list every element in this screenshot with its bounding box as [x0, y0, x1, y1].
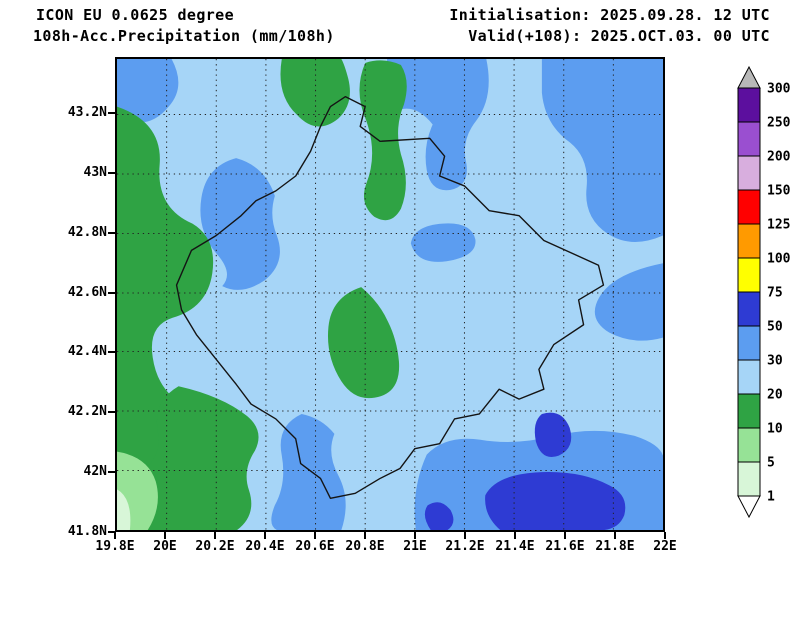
y-axis-label: 42.8N — [67, 225, 107, 240]
grid-lines — [117, 59, 663, 530]
colorbar-level-label: 100 — [767, 252, 791, 267]
y-axis-tick — [108, 112, 115, 114]
x-axis-label: 19.8E — [95, 539, 135, 554]
valid-time: Valid(+108): 2025.OCT.03. 00 UTC — [468, 27, 770, 45]
colorbar-segment — [737, 121, 761, 157]
x-axis-label: 20.2E — [195, 539, 235, 554]
colorbar-segment — [737, 291, 761, 327]
color-scale-legend: 300 250 200 150 125 100 75 50 30 20 10 5 1 — [737, 65, 800, 521]
y-axis-label: 43N — [83, 165, 107, 180]
x-axis-tick — [414, 532, 416, 539]
colorbar-level-label: 10 — [767, 422, 783, 437]
x-axis-tick — [664, 532, 666, 539]
colorbar-level-label: 20 — [767, 388, 783, 403]
x-axis-tick — [114, 532, 116, 539]
map-plot-area — [115, 57, 665, 532]
colorbar-segment — [737, 427, 761, 463]
colorbar-level-label: 5 — [767, 456, 775, 471]
x-axis-label: 20.6E — [295, 539, 335, 554]
colorbar-segment — [737, 325, 761, 361]
colorbar-underflow-triangle — [737, 495, 761, 519]
x-axis-label: 21.8E — [595, 539, 635, 554]
x-axis-tick — [164, 532, 166, 539]
colorbar-segment — [737, 359, 761, 395]
x-axis-label: 21.6E — [545, 539, 585, 554]
colorbar-overflow-triangle — [737, 65, 761, 89]
colorbar-svg: 300 250 200 150 125 100 75 50 30 20 10 5 1 — [737, 65, 791, 519]
x-axis-tick — [314, 532, 316, 539]
x-axis-label: 20E — [153, 539, 177, 554]
precipitation-map — [117, 59, 663, 530]
precip-royal-blue-regions — [424, 412, 626, 530]
x-axis-label: 21E — [403, 539, 427, 554]
y-axis-label: 43.2N — [67, 105, 107, 120]
x-axis-label: 22E — [653, 539, 677, 554]
x-axis-tick — [264, 532, 266, 539]
initialisation-time: Initialisation: 2025.09.28. 12 UTC — [449, 6, 770, 24]
colorbar-level-label: 1 — [767, 490, 775, 505]
y-axis-tick — [108, 471, 115, 473]
colorbar-level-label: 150 — [767, 184, 791, 199]
colorbar-level-label: 300 — [767, 82, 791, 97]
colorbar-level-label: 250 — [767, 116, 791, 131]
colorbar-level-label: 125 — [767, 218, 790, 233]
colorbar-level-label: 200 — [767, 150, 791, 165]
colorbar-segment — [737, 393, 761, 429]
y-axis-label: 42.2N — [67, 404, 107, 419]
y-axis-tick — [108, 531, 115, 533]
x-axis-tick — [464, 532, 466, 539]
colorbar-level-label: 30 — [767, 354, 783, 369]
x-axis-tick — [514, 532, 516, 539]
colorbar-segment — [737, 223, 761, 259]
colorbar-level-label: 75 — [767, 286, 783, 301]
x-axis-tick — [614, 532, 616, 539]
y-axis-label: 41.8N — [67, 524, 107, 539]
x-axis-label: 21.4E — [495, 539, 535, 554]
y-axis-tick — [108, 351, 115, 353]
product-title: 108h-Acc.Precipitation (mm/108h) — [33, 27, 335, 45]
y-axis-tick — [108, 411, 115, 413]
colorbar-level-label: 50 — [767, 320, 783, 335]
model-title: ICON EU 0.0625 degree — [36, 6, 235, 24]
country-border — [175, 95, 605, 499]
x-axis-label: 20.8E — [345, 539, 385, 554]
y-axis-tick — [108, 232, 115, 234]
precip-light-green-regions — [117, 451, 158, 530]
y-axis-tick — [108, 172, 115, 174]
y-axis-label: 42.4N — [67, 344, 107, 359]
y-axis-label: 42N — [83, 464, 107, 479]
colorbar-segment — [737, 155, 761, 191]
colorbar-segment — [737, 87, 761, 123]
y-axis-tick — [108, 292, 115, 294]
colorbar-segment — [737, 189, 761, 225]
x-axis-label: 21.2E — [445, 539, 485, 554]
y-axis-label: 42.6N — [67, 285, 107, 300]
x-axis-tick — [214, 532, 216, 539]
x-axis-label: 20.4E — [245, 539, 285, 554]
colorbar-segment — [737, 461, 761, 497]
x-axis-tick — [564, 532, 566, 539]
precip-green-regions — [117, 59, 407, 530]
x-axis-tick — [364, 532, 366, 539]
colorbar-segment — [737, 257, 761, 293]
